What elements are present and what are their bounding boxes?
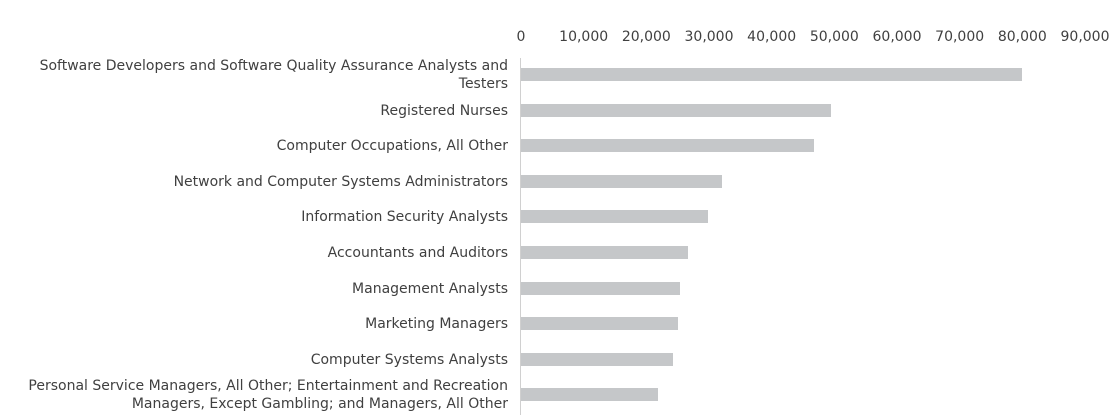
x-tick-label: 0 (516, 29, 526, 45)
bar (521, 68, 1023, 81)
bar (521, 103, 832, 117)
category-label: Management Analysts (352, 280, 508, 297)
category-label: Network and Computer Systems Administrat… (173, 173, 508, 190)
x-tick-label: 50,000 (809, 29, 859, 45)
bar (521, 139, 815, 153)
category-label: Accountants and Auditors (327, 245, 508, 261)
category-label: Computer Occupations, All Other (276, 138, 508, 155)
category-label: Software Developers and Software Quality… (39, 58, 508, 92)
category-label: Information Security Analysts (301, 209, 508, 226)
bar (521, 210, 708, 224)
bar (521, 281, 681, 295)
bar (521, 388, 659, 402)
bar (521, 246, 688, 259)
bar (521, 317, 678, 331)
y-axis-line (520, 58, 521, 415)
bar (521, 174, 723, 188)
bar (521, 352, 673, 366)
x-tick-label: 20,000 (621, 29, 671, 45)
x-tick-label: 40,000 (747, 29, 797, 45)
category-label: Personal Service Managers, All Other; En… (28, 378, 508, 413)
category-label: Registered Nurses (380, 102, 508, 119)
x-tick-label: 10,000 (559, 29, 609, 45)
x-tick-label: 70,000 (935, 29, 985, 45)
x-tick-label: 60,000 (872, 29, 922, 45)
category-label: Computer Systems Analysts (310, 351, 508, 368)
x-tick-label: 90,000 (1060, 29, 1110, 45)
x-tick-label: 80,000 (997, 29, 1047, 45)
x-tick-label: 30,000 (684, 29, 734, 45)
category-label: Marketing Managers (365, 316, 508, 333)
